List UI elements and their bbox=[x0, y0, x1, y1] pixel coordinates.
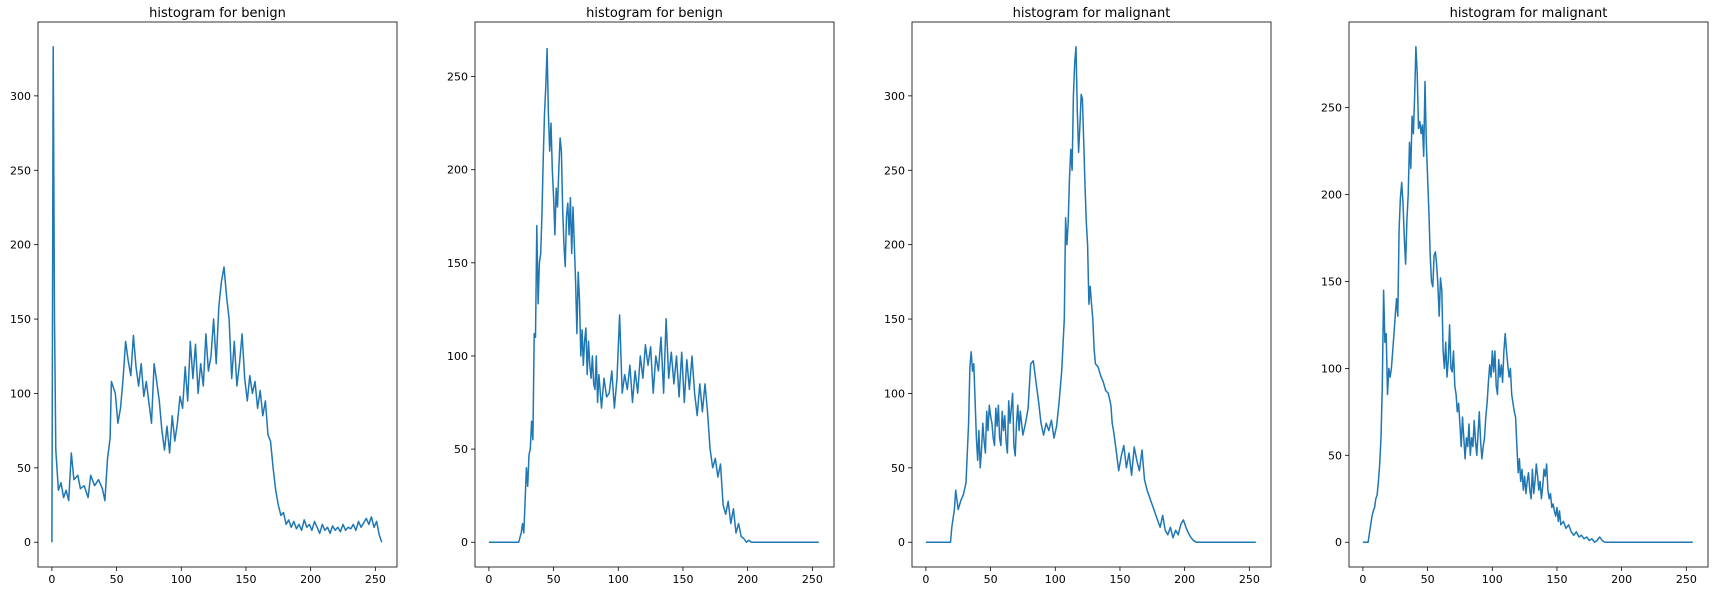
x-tick-label: 50 bbox=[984, 573, 998, 586]
y-tick-label: 250 bbox=[447, 71, 468, 84]
subplot-2: histogram for benign 0 50 100 150 200 250 0 50 1… bbox=[447, 6, 835, 586]
x-tick-label: 0 bbox=[48, 573, 55, 586]
x-tick-label: 150 bbox=[235, 573, 256, 586]
y-tick-label: 100 bbox=[1321, 362, 1342, 375]
y-tick-label: 100 bbox=[447, 350, 468, 363]
y-tick-label: 250 bbox=[1321, 102, 1342, 115]
x-tick-label: 150 bbox=[1109, 573, 1130, 586]
y-tick-label: 150 bbox=[884, 313, 905, 326]
x-tick-label: 250 bbox=[1676, 573, 1697, 586]
axes-frame bbox=[474, 21, 835, 568]
series-line bbox=[488, 47, 819, 543]
x-tick-label: 250 bbox=[1239, 573, 1260, 586]
y-tick-label: 0 bbox=[24, 536, 31, 549]
y-tick-label: 50 bbox=[1328, 449, 1342, 462]
x-tick-label: 50 bbox=[110, 573, 124, 586]
x-tick-label: 250 bbox=[802, 573, 823, 586]
series-line bbox=[1362, 46, 1693, 543]
y-tick-label: 250 bbox=[884, 164, 905, 177]
x-tick-label: 100 bbox=[608, 573, 629, 586]
x-tick-label: 100 bbox=[1482, 573, 1503, 586]
x-tick-label: 0 bbox=[485, 573, 492, 586]
y-tick-label: 300 bbox=[10, 90, 31, 103]
x-tick-label: 200 bbox=[1174, 573, 1195, 586]
chart-title: histogram for malignant bbox=[1450, 6, 1608, 21]
axes-frame bbox=[911, 21, 1272, 568]
y-tick-label: 150 bbox=[10, 313, 31, 326]
y-tick-label: 50 bbox=[17, 462, 31, 475]
y-tick-label: 200 bbox=[884, 239, 905, 252]
y-tick-label: 150 bbox=[1321, 275, 1342, 288]
y-tick-label: 100 bbox=[884, 387, 905, 400]
x-tick-label: 100 bbox=[171, 573, 192, 586]
x-tick-label: 100 bbox=[1045, 573, 1066, 586]
y-tick-label: 200 bbox=[447, 164, 468, 177]
y-tick-label: 100 bbox=[10, 387, 31, 400]
axes-frame bbox=[37, 21, 398, 568]
x-tick-label: 0 bbox=[922, 573, 929, 586]
y-tick-label: 200 bbox=[10, 239, 31, 252]
series-line bbox=[925, 46, 1256, 543]
x-tick-label: 150 bbox=[1546, 573, 1567, 586]
chart-title: histogram for malignant bbox=[1013, 6, 1171, 21]
y-tick-label: 250 bbox=[10, 164, 31, 177]
x-tick-label: 200 bbox=[737, 573, 758, 586]
x-tick-label: 200 bbox=[300, 573, 321, 586]
chart-title: histogram for benign bbox=[586, 6, 723, 21]
x-tick-label: 250 bbox=[365, 573, 386, 586]
chart-title: histogram for benign bbox=[149, 6, 286, 21]
subplot-1: histogram for benign 0 50 100 150 200 250 0 50 1… bbox=[10, 6, 398, 586]
axes-frame bbox=[1348, 21, 1709, 568]
y-tick-label: 200 bbox=[1321, 189, 1342, 202]
y-tick-label: 0 bbox=[461, 536, 468, 549]
y-tick-label: 150 bbox=[447, 257, 468, 270]
y-tick-label: 0 bbox=[898, 536, 905, 549]
subplot-4: histogram for malignant 0 50 100 150 200 250 0… bbox=[1321, 6, 1709, 586]
x-tick-label: 150 bbox=[672, 573, 693, 586]
y-tick-label: 300 bbox=[884, 90, 905, 103]
series-line bbox=[51, 46, 383, 543]
y-tick-label: 0 bbox=[1335, 536, 1342, 549]
subplot-3: histogram for malignant 0 50 100 150 200 250 0… bbox=[884, 6, 1272, 586]
x-tick-label: 50 bbox=[547, 573, 561, 586]
x-tick-label: 0 bbox=[1359, 573, 1366, 586]
y-tick-label: 50 bbox=[891, 462, 905, 475]
y-tick-label: 50 bbox=[454, 443, 468, 456]
x-tick-label: 200 bbox=[1611, 573, 1632, 586]
x-tick-label: 50 bbox=[1421, 573, 1435, 586]
